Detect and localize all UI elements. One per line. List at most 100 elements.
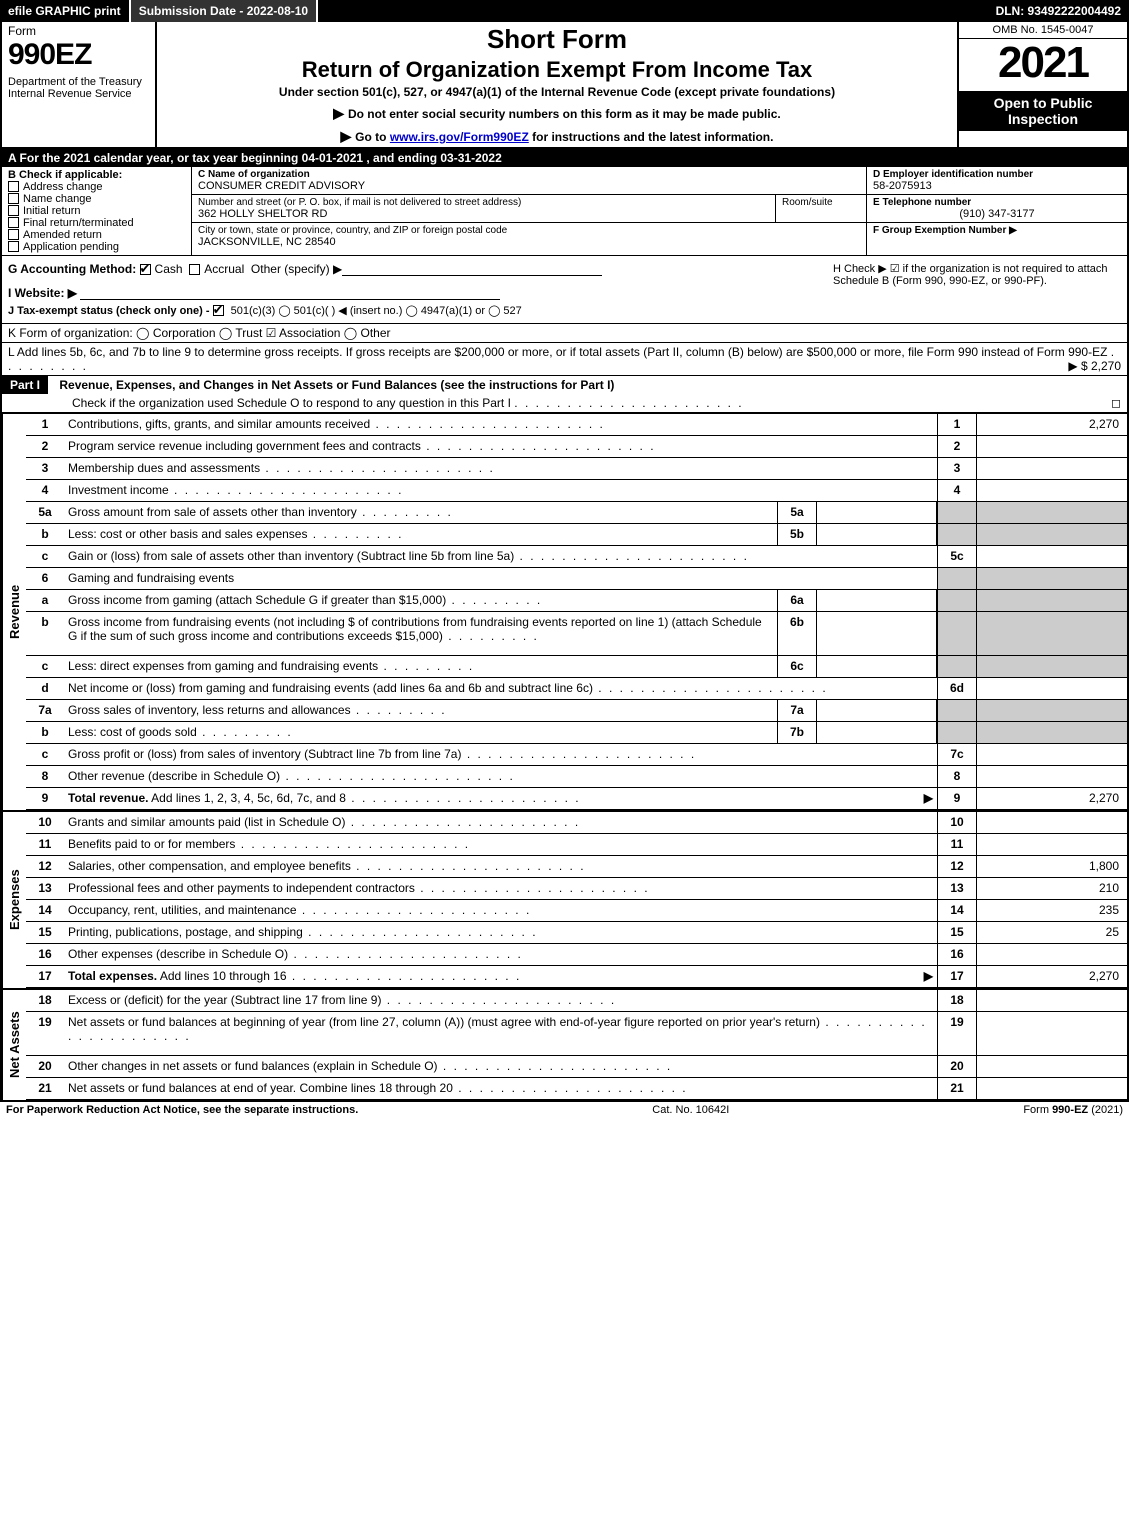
line-number: 7a bbox=[26, 700, 64, 721]
org-name-label: C Name of organization bbox=[198, 169, 860, 180]
ein-label: D Employer identification number bbox=[873, 169, 1121, 180]
other-label: Other (specify) ▶ bbox=[251, 262, 342, 276]
right-line-no: 5c bbox=[937, 546, 977, 567]
submission-date: Submission Date - 2022-08-10 bbox=[131, 0, 318, 22]
chk-accrual[interactable] bbox=[189, 264, 200, 275]
opt-application-pending[interactable]: Application pending bbox=[8, 241, 185, 253]
table-row: 16Other expenses (describe in Schedule O… bbox=[26, 944, 1127, 966]
dots bbox=[370, 417, 605, 431]
table-row: 18Excess or (deficit) for the year (Subt… bbox=[26, 990, 1127, 1012]
group-exemption-label: F Group Exemption Number ▶ bbox=[873, 225, 1121, 236]
phone-cell: E Telephone number (910) 347-3177 bbox=[867, 195, 1127, 223]
part1-label: Part I bbox=[2, 376, 48, 394]
right-line-no: 2 bbox=[937, 436, 977, 457]
right-line-no: 1 bbox=[937, 414, 977, 435]
amount bbox=[977, 546, 1127, 567]
table-row: 12Salaries, other compensation, and empl… bbox=[26, 856, 1127, 878]
accounting-method: G Accounting Method: Cash Accrual Other … bbox=[8, 262, 821, 276]
dots bbox=[287, 969, 522, 983]
phone-label: E Telephone number bbox=[873, 197, 1121, 208]
mini-line-no: 6c bbox=[777, 656, 817, 677]
short-form-title: Short Form bbox=[167, 24, 947, 55]
dots bbox=[280, 769, 515, 783]
line-number: 20 bbox=[26, 1056, 64, 1077]
website-field[interactable] bbox=[80, 286, 500, 300]
header-row: Form 990EZ Department of the Treasury In… bbox=[2, 22, 1127, 149]
tax-year: 2021 bbox=[959, 39, 1127, 91]
mini-line-no: 6a bbox=[777, 590, 817, 611]
amount: 210 bbox=[977, 878, 1127, 899]
dots bbox=[169, 483, 404, 497]
city-value: JACKSONVILLE, NC 28540 bbox=[198, 236, 860, 248]
ssn-notice-text: Do not enter social security numbers on … bbox=[348, 107, 781, 121]
line-number: 15 bbox=[26, 922, 64, 943]
irs-link[interactable]: www.irs.gov/Form990EZ bbox=[390, 130, 529, 144]
col-b-title: B Check if applicable: bbox=[8, 169, 185, 181]
amount: 2,270 bbox=[977, 966, 1127, 987]
dln: DLN: 93492222004492 bbox=[988, 0, 1129, 22]
arrow-icon: ▶ bbox=[924, 791, 933, 805]
table-row: 9Total revenue. Add lines 1, 2, 3, 4, 5c… bbox=[26, 788, 1127, 810]
row-l-text: L Add lines 5b, 6c, and 7b to line 9 to … bbox=[8, 345, 1107, 359]
line-number: c bbox=[26, 744, 64, 765]
line-number: 14 bbox=[26, 900, 64, 921]
opt-amended-return[interactable]: Amended return bbox=[8, 229, 185, 241]
revenue-section: Revenue 1Contributions, gifts, grants, a… bbox=[2, 413, 1127, 810]
efile-label[interactable]: efile GRAPHIC print bbox=[0, 0, 131, 22]
right-line-no bbox=[937, 568, 977, 589]
line-description: Salaries, other compensation, and employ… bbox=[64, 856, 937, 877]
cash-label: Cash bbox=[155, 262, 183, 276]
header-right: OMB No. 1545-0047 2021 Open to Public In… bbox=[957, 22, 1127, 147]
chk-501c3[interactable] bbox=[213, 305, 224, 316]
goto-notice: ▶ Go to www.irs.gov/Form990EZ for instru… bbox=[167, 128, 947, 145]
right-line-no: 15 bbox=[937, 922, 977, 943]
table-row: 20Other changes in net assets or fund ba… bbox=[26, 1056, 1127, 1078]
amount: 2,270 bbox=[977, 414, 1127, 435]
org-name: CONSUMER CREDIT ADVISORY bbox=[198, 180, 860, 192]
right-line-no: 9 bbox=[937, 788, 977, 809]
part1-sub-chk[interactable]: ◻ bbox=[1111, 396, 1121, 410]
form-body: Form 990EZ Department of the Treasury In… bbox=[0, 22, 1129, 1102]
row-l-amount: ▶ $ 2,270 bbox=[1068, 359, 1121, 373]
table-row: 8Other revenue (describe in Schedule O)8 bbox=[26, 766, 1127, 788]
table-row: 15Printing, publications, postage, and s… bbox=[26, 922, 1127, 944]
line-description: Professional fees and other payments to … bbox=[64, 878, 937, 899]
opt-address-change[interactable]: Address change bbox=[8, 181, 185, 193]
amount bbox=[977, 990, 1127, 1011]
opt-final-return[interactable]: Final return/terminated bbox=[8, 217, 185, 229]
opt-initial-return[interactable]: Initial return bbox=[8, 205, 185, 217]
mini-line-no: 5a bbox=[777, 502, 817, 523]
right-line-no: 13 bbox=[937, 878, 977, 899]
ein-value: 58-2075913 bbox=[873, 180, 1121, 192]
line-number: 5a bbox=[26, 502, 64, 523]
opt-name-change[interactable]: Name change bbox=[8, 193, 185, 205]
dots bbox=[351, 703, 447, 717]
amount bbox=[977, 700, 1127, 721]
amount bbox=[977, 722, 1127, 743]
right-line-no: 18 bbox=[937, 990, 977, 1011]
line-number: b bbox=[26, 722, 64, 743]
table-row: 10Grants and similar amounts paid (list … bbox=[26, 812, 1127, 834]
table-row: 7aGross sales of inventory, less returns… bbox=[26, 700, 1127, 722]
accrual-label: Accrual bbox=[204, 262, 244, 276]
line-description: Net assets or fund balances at beginning… bbox=[64, 1012, 937, 1055]
right-line-no bbox=[937, 722, 977, 743]
line-description: Total expenses. Add lines 10 through 16 … bbox=[64, 966, 937, 987]
part1-header: Part I Revenue, Expenses, and Changes in… bbox=[2, 376, 1127, 413]
line-number: 13 bbox=[26, 878, 64, 899]
other-specify-field[interactable] bbox=[342, 262, 602, 276]
h-text: H Check ▶ ☑ if the organization is not r… bbox=[833, 262, 1121, 287]
line-number: c bbox=[26, 546, 64, 567]
row-k: K Form of organization: ◯ Corporation ◯ … bbox=[2, 324, 1127, 343]
ein-cell: D Employer identification number 58-2075… bbox=[867, 167, 1127, 195]
chk-cash[interactable] bbox=[140, 264, 151, 275]
table-row: bGross income from fundraising events (n… bbox=[26, 612, 1127, 656]
j-label: J Tax-exempt status (check only one) - bbox=[8, 305, 213, 317]
col-c: C Name of organization CONSUMER CREDIT A… bbox=[192, 167, 867, 255]
amount: 1,800 bbox=[977, 856, 1127, 877]
header-center: Short Form Return of Organization Exempt… bbox=[157, 22, 957, 147]
table-row: bLess: cost or other basis and sales exp… bbox=[26, 524, 1127, 546]
dots bbox=[381, 993, 616, 1007]
amount bbox=[977, 1012, 1127, 1055]
amount bbox=[977, 834, 1127, 855]
